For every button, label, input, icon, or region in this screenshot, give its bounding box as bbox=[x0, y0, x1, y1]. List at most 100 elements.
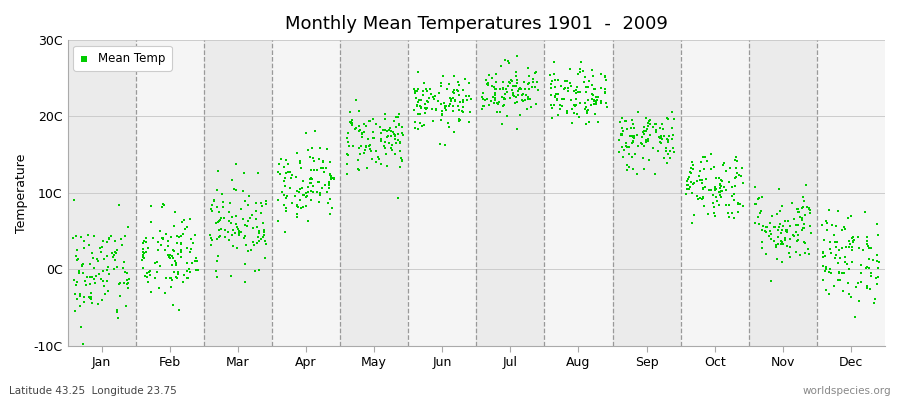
Mean Temp bbox=[409, 125, 423, 131]
Mean Temp bbox=[754, 208, 769, 214]
Mean Temp bbox=[169, 239, 184, 246]
Mean Temp bbox=[525, 84, 539, 91]
Mean Temp bbox=[150, 247, 165, 253]
Mean Temp bbox=[77, 298, 92, 305]
Mean Temp bbox=[164, 234, 178, 240]
Mean Temp bbox=[618, 143, 633, 149]
Mean Temp bbox=[176, 279, 191, 286]
Mean Temp bbox=[615, 132, 629, 138]
Mean Temp bbox=[824, 270, 838, 276]
Mean Temp bbox=[585, 96, 599, 102]
Mean Temp bbox=[693, 195, 707, 201]
Mean Temp bbox=[240, 248, 255, 254]
Mean Temp bbox=[76, 260, 91, 267]
Mean Temp bbox=[845, 238, 859, 244]
Mean Temp bbox=[238, 198, 252, 204]
Mean Temp bbox=[475, 94, 490, 100]
Mean Temp bbox=[863, 273, 878, 280]
Mean Temp bbox=[202, 232, 217, 238]
Mean Temp bbox=[790, 222, 805, 228]
Mean Temp bbox=[804, 230, 818, 236]
Mean Temp bbox=[626, 134, 640, 140]
Mean Temp bbox=[826, 283, 841, 290]
Mean Temp bbox=[270, 169, 284, 176]
Mean Temp bbox=[443, 95, 457, 102]
Mean Temp bbox=[572, 114, 587, 120]
Mean Temp bbox=[499, 57, 513, 63]
Mean Temp bbox=[789, 206, 804, 212]
Mean Temp bbox=[488, 95, 502, 102]
Mean Temp bbox=[429, 107, 444, 113]
Mean Temp bbox=[835, 270, 850, 276]
Mean Temp bbox=[155, 204, 169, 210]
Mean Temp bbox=[238, 279, 252, 285]
Mean Temp bbox=[617, 146, 632, 153]
Mean Temp bbox=[306, 183, 320, 190]
Mean Temp bbox=[306, 188, 320, 195]
Mean Temp bbox=[381, 133, 395, 140]
Mean Temp bbox=[795, 204, 809, 211]
Mean Temp bbox=[156, 236, 170, 242]
Mean Temp bbox=[89, 273, 104, 280]
Mean Temp bbox=[149, 268, 164, 275]
Mean Temp bbox=[443, 101, 457, 107]
Mean Temp bbox=[710, 198, 724, 204]
Mean Temp bbox=[412, 103, 427, 109]
Mean Temp bbox=[661, 116, 675, 122]
Mean Temp bbox=[363, 142, 377, 149]
Mean Temp bbox=[772, 186, 787, 192]
Mean Temp bbox=[637, 131, 652, 137]
Mean Temp bbox=[416, 92, 430, 98]
Mean Temp bbox=[164, 275, 178, 281]
Mean Temp bbox=[851, 280, 866, 286]
Mean Temp bbox=[414, 104, 428, 110]
Mean Temp bbox=[482, 71, 496, 78]
Mean Temp bbox=[755, 226, 770, 233]
Mean Temp bbox=[564, 97, 579, 104]
Mean Temp bbox=[392, 148, 407, 154]
Mean Temp bbox=[510, 126, 525, 133]
Mean Temp bbox=[67, 277, 81, 283]
Mean Temp bbox=[521, 86, 535, 92]
Mean Temp bbox=[572, 66, 587, 72]
Mean Temp bbox=[431, 98, 446, 105]
Mean Temp bbox=[93, 245, 107, 251]
Mean Temp bbox=[345, 120, 359, 126]
Mean Temp bbox=[419, 105, 434, 111]
Mean Temp bbox=[255, 203, 269, 210]
Mean Temp bbox=[158, 290, 172, 296]
Mean Temp bbox=[115, 265, 130, 272]
Mean Temp bbox=[685, 166, 699, 173]
Mean Temp bbox=[667, 116, 681, 123]
Mean Temp bbox=[236, 216, 250, 222]
Mean Temp bbox=[344, 118, 358, 125]
Mean Temp bbox=[802, 222, 816, 229]
Mean Temp bbox=[793, 213, 807, 220]
Mean Temp bbox=[274, 170, 288, 177]
Mean Temp bbox=[652, 134, 667, 141]
Mean Temp bbox=[773, 238, 788, 244]
Mean Temp bbox=[690, 192, 705, 199]
Mean Temp bbox=[625, 140, 639, 146]
Mean Temp bbox=[516, 98, 530, 105]
Mean Temp bbox=[220, 229, 235, 235]
Mean Temp bbox=[508, 82, 523, 89]
Mean Temp bbox=[661, 137, 675, 144]
Mean Temp bbox=[256, 228, 271, 235]
Mean Temp bbox=[118, 269, 132, 275]
Mean Temp bbox=[500, 82, 515, 89]
Mean Temp bbox=[383, 128, 398, 134]
Mean Temp bbox=[870, 281, 885, 287]
Mean Temp bbox=[724, 193, 739, 199]
Mean Temp bbox=[845, 259, 859, 265]
Mean Temp bbox=[143, 268, 157, 274]
Mean Temp bbox=[383, 125, 398, 132]
Mean Temp bbox=[356, 129, 371, 136]
Mean Temp bbox=[391, 130, 405, 137]
Mean Temp bbox=[594, 100, 608, 107]
Mean Temp bbox=[258, 241, 273, 247]
Mean Temp bbox=[587, 100, 601, 107]
Mean Temp bbox=[371, 154, 385, 160]
Mean Temp bbox=[392, 121, 407, 128]
Mean Temp bbox=[365, 116, 380, 122]
